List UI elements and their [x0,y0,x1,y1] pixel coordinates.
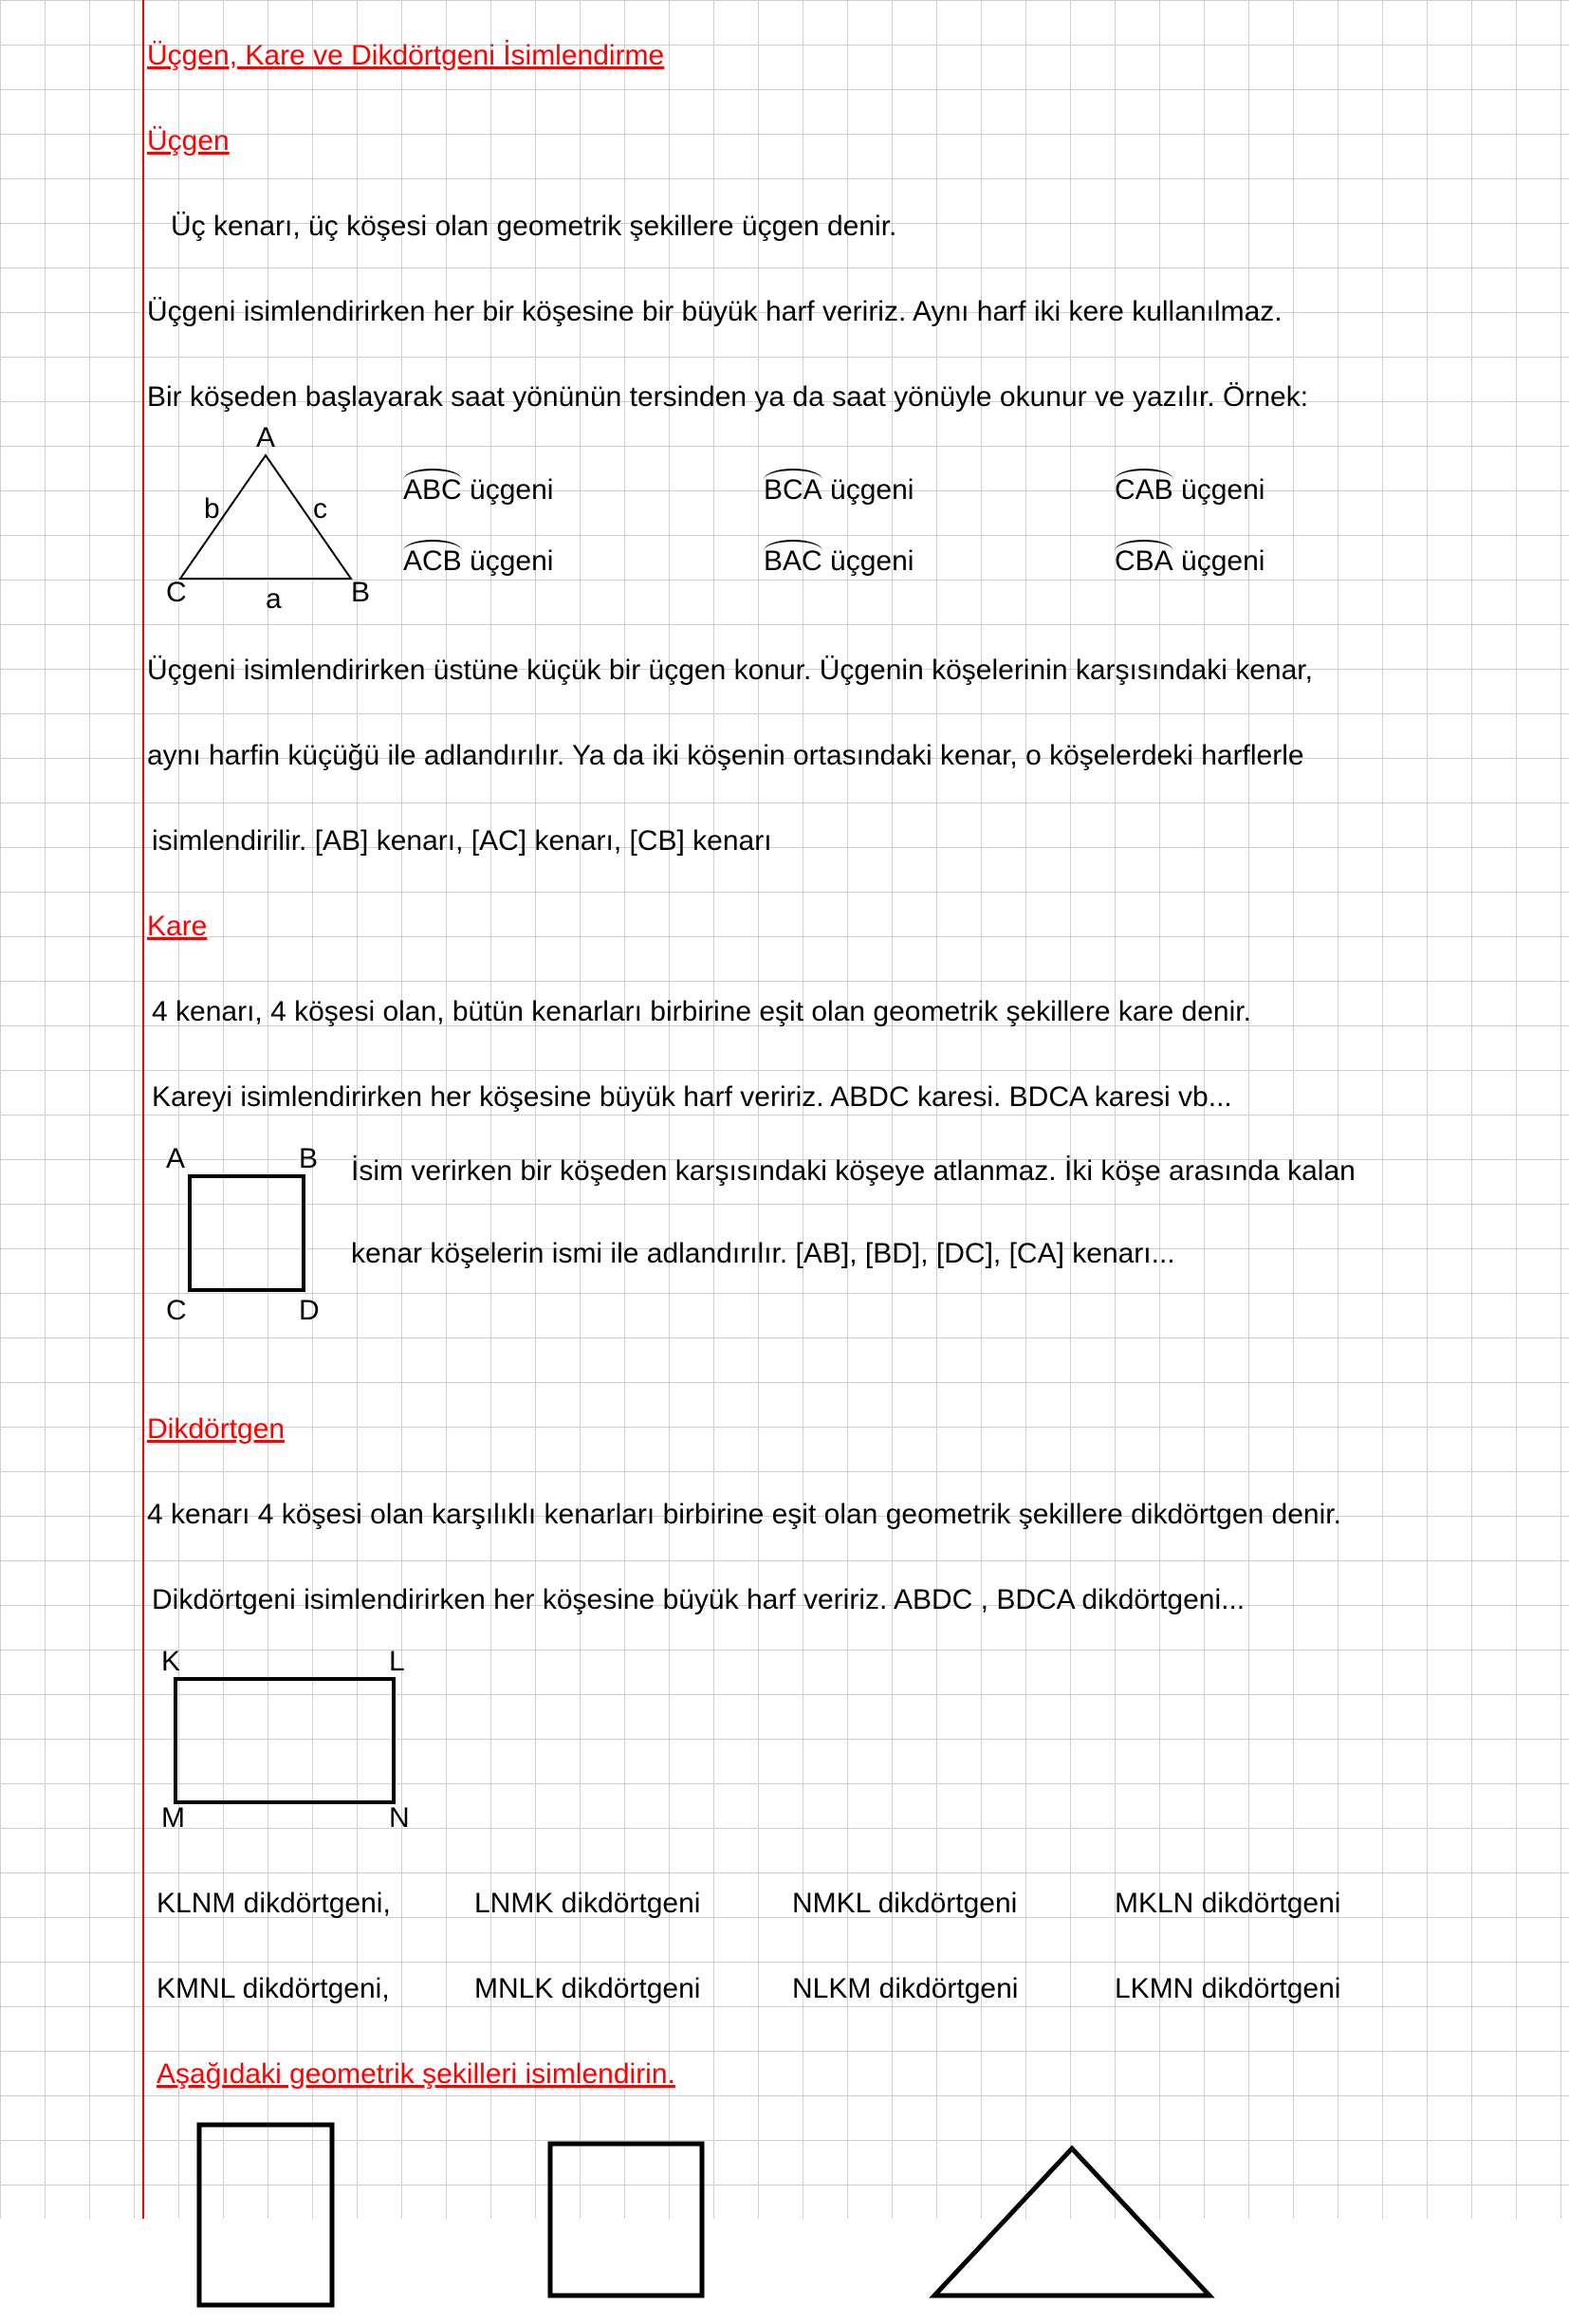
rect-vertex-m: M [161,1802,185,1835]
square-p3a: İsim verirken bir köşeden karşısındaki k… [351,1155,1356,1188]
rect-name-mnlk: MNLK dikdörtgeni [474,1973,700,2005]
triangle-vertex-a: A [256,422,275,454]
heading-rectangle: Dikdörtgen [147,1413,285,1446]
rect-vertex-k: K [161,1646,180,1678]
triangle-intro: Üç kenarı, üç köşesi olan geometrik şeki… [171,211,896,243]
triangle-p1: Üçgeni isimlendirirken her bir köşesine … [147,296,1283,328]
hat-cba: CBA [1115,545,1173,578]
hat-bac: BAC [764,545,822,578]
tri-name-acb: ACB üçgeni [403,545,553,578]
square-p1: 4 kenarı, 4 köşesi olan, bütün kenarları… [152,996,1251,1028]
square-vertex-d: D [299,1295,320,1327]
tri-name-abc: ABC üçgeni [403,474,553,507]
square-figure [180,1167,323,1309]
tri-name-cba: CBA üçgeni [1115,545,1264,578]
square-vertex-b: B [299,1143,318,1175]
rect-vertex-l: L [389,1646,405,1678]
rect-name-lnmk: LNMK dikdörtgeni [474,1888,700,1920]
rectangle-figure [166,1669,413,1821]
triangle-p3: Üçgeni isimlendirirken üstüne küçük bir … [147,655,1313,687]
rect-name-mkln: MKLN dikdörtgeni [1115,1888,1340,1920]
rect-name-nmkl: NMKL dikdörtgeni [792,1888,1017,1920]
square-vertex-a: A [166,1143,185,1175]
rect-p2: Dikdörtgeni isimlendirirken her köşesine… [152,1584,1245,1616]
rect-name-kmnl: KMNL dikdörtgeni, [157,1973,390,2005]
square-p3b: kenar köşelerin ismi ile adlandırılır. [… [351,1238,1175,1270]
hat-cab: CAB [1115,474,1173,507]
triangle-vertex-b: B [351,577,370,609]
triangle-vertex-c: C [166,577,187,609]
rect-name-nlkm: NLKM dikdörtgeni [792,1973,1018,2005]
rect-p1: 4 kenarı 4 köşesi olan karşılıklı kenarl… [147,1499,1341,1531]
heading-square: Kare [147,911,207,943]
triangle-side-a: a [266,583,282,616]
triangle-p5: isimlendirilir. [AB] kenarı, [AC] kenarı… [152,825,772,858]
rect-name-klnm: KLNM dikdörtgeni, [157,1888,391,1920]
square-vertex-c: C [166,1295,187,1327]
margin-line [142,0,144,2219]
tri-name-cab: CAB üçgeni [1115,474,1264,507]
rect-vertex-n: N [389,1802,410,1835]
tri-name-bac: BAC üçgeni [764,545,914,578]
rect-name-lkmn: LKMN dikdörtgeni [1115,1973,1340,2005]
exercise-shape-rect [190,2115,351,2324]
page-title: Üçgen, Kare ve Dikdörtgeni İsimlendirme [147,40,664,72]
triangle-figure [161,436,370,607]
exercise-shape-triangle [920,2134,1224,2315]
hat-abc: ABC [403,474,462,507]
triangle-p2: Bir köşeden başlayarak saat yönünün ters… [147,381,1308,414]
triangle-side-b: b [204,493,220,526]
square-p2: Kareyi isimlendirirken her köşesine büyü… [152,1081,1232,1114]
hat-bca: BCA [764,474,822,507]
hat-acb: ACB [403,545,462,578]
heading-exercise: Aşağıdaki geometrik şekilleri isimlendir… [157,2058,675,2091]
triangle-p4: aynı harfin küçüğü ile adlandırılır. Ya … [147,740,1304,772]
tri-name-bca: BCA üçgeni [764,474,914,507]
heading-triangle: Üçgen [147,125,230,157]
triangle-side-c: c [313,493,327,526]
exercise-shape-square [541,2134,721,2315]
